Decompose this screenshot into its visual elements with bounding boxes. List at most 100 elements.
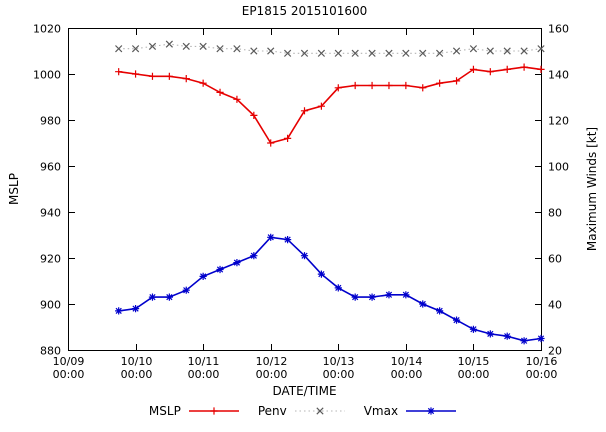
asterisk-marker [385,291,393,299]
y2-tick-label: 160 [548,23,569,36]
cross-marker [469,45,478,53]
legend-label-penv: Penv [257,404,287,418]
x-tick-label-time: 00:00 [323,368,355,381]
x-tick-label-date: 10/14 [391,355,423,368]
plus-marker [148,72,157,80]
cross-marker [199,42,207,51]
plus-marker [131,70,140,78]
cross-marker [316,407,324,415]
plus-marker [351,81,359,90]
cross-marker [419,49,427,57]
asterisk-marker [452,316,461,324]
y2-tick-label: 120 [548,115,569,128]
legend-label-mslp: MSLP [148,404,181,418]
plus-marker [300,107,309,115]
y2-tick-label: 140 [548,69,569,82]
cross-marker [436,49,444,57]
plus-marker [436,79,444,87]
plus-marker [317,102,325,110]
y2-tick-label: 60 [548,253,562,266]
y2-tick-label: 100 [548,161,569,174]
cross-marker [334,49,342,57]
asterisk-marker [537,334,545,343]
cross-marker [368,49,376,57]
y2-tick-label: 40 [548,299,562,312]
asterisk-marker [419,300,427,308]
plus-marker [402,81,410,90]
plus-marker [385,81,393,90]
plus-marker [216,88,224,96]
asterisk-marker [486,330,494,338]
cross-marker [250,47,258,55]
y-tick-label: 1020 [33,23,61,36]
plus-marker [284,134,292,142]
x-tick-label-time: 00:00 [188,368,220,381]
cross-marker [537,45,545,53]
cross-marker [115,45,123,53]
cross-marker [452,47,461,55]
legend-item-mslp: MSLP [149,404,240,418]
plot-border [68,28,542,351]
y2-tick-label: 20 [548,345,562,358]
series-penv [115,40,545,57]
asterisk-marker [436,307,444,315]
asterisk-marker [368,293,376,301]
x-tick-label-time: 00:00 [458,368,490,381]
plus-marker [165,72,173,80]
plus-marker [250,111,258,119]
y-tick-label: 1000 [33,69,61,82]
asterisk-marker [165,293,173,301]
cross-marker [131,45,140,53]
cross-marker [182,42,190,51]
cross-marker [503,47,511,55]
series-vmax [115,233,545,345]
asterisk-marker [469,325,478,333]
y-tick-label: 960 [40,161,61,174]
asterisk-marker [216,265,224,274]
cross-marker [317,49,326,57]
chart-title: EP1815 2015101600 [241,4,368,18]
cross-marker [283,49,292,57]
plus-marker [199,79,207,87]
x-axis-label: DATE/TIME [272,384,337,398]
plus-marker [503,65,511,73]
x-tick-label-time: 00:00 [53,368,85,381]
legend-label-vmax: Vmax [363,404,399,418]
asterisk-marker [402,291,410,299]
plus-marker [334,84,342,92]
asterisk-marker [351,293,359,301]
cross-marker [148,42,157,51]
cross-marker [385,49,393,57]
x-tick-label-date: 10/09 [53,355,85,368]
legend-item-vmax: Vmax [364,404,457,418]
legend-sample-vmax [406,407,457,415]
asterisk-marker [267,233,275,241]
plus-marker [537,65,545,73]
series-line [118,66,542,144]
cross-marker [520,47,528,55]
cross-marker [351,49,359,57]
plus-marker [267,139,275,147]
x-tick-label-date: 10/12 [256,355,288,368]
x-tick-label-date: 10/10 [121,355,153,368]
x-tick-label-time: 00:00 [256,368,288,381]
y-tick-label: 880 [40,345,61,358]
series-line [118,236,542,342]
legend: MSLP Penv Vmax [0,404,606,418]
asterisk-marker [427,407,435,415]
plus-marker [486,68,494,76]
plus-marker [210,407,218,415]
asterisk-marker [250,252,258,260]
y2-tick-label: 80 [548,207,562,220]
plus-marker [182,75,190,83]
series-mslp [115,63,545,147]
plus-marker [233,95,241,103]
x-tick-label-date: 10/16 [526,355,558,368]
asterisk-marker [115,307,123,315]
asterisk-marker [199,272,207,280]
asterisk-marker [520,337,528,345]
asterisk-marker [233,259,241,267]
asterisk-marker [503,332,511,340]
asterisk-marker [317,270,325,278]
cross-marker [267,47,275,55]
